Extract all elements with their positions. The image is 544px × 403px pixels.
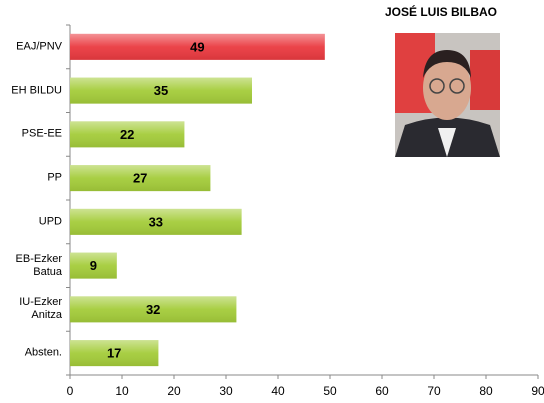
chart-title: JOSÉ LUIS BILBAO (385, 4, 497, 19)
category-label: Absten. (0, 347, 62, 360)
chart: JOSÉ LUIS BILBAO 0 10 20 30 40 50 60 70 80 90 49 35… (0, 0, 544, 403)
value-label: 49 (190, 39, 204, 54)
x-tick-label: 30 (219, 384, 233, 398)
x-tick-label: 90 (531, 384, 544, 398)
value-label: 32 (146, 302, 160, 317)
x-tick-label: 60 (375, 384, 389, 398)
category-label: EH BILDU (0, 84, 62, 97)
category-label: PSE-EE (0, 128, 62, 141)
category-label: EAJ/PNV (0, 40, 62, 53)
x-tick-label: 50 (323, 384, 337, 398)
category-label: UPD (0, 215, 62, 228)
value-label: 33 (149, 214, 163, 229)
photo (395, 33, 500, 157)
x-tick-label: 70 (427, 384, 441, 398)
value-label: 17 (107, 346, 121, 361)
x-tick-label: 40 (271, 384, 285, 398)
x-tick-label: 0 (67, 384, 74, 398)
value-label: 22 (120, 127, 134, 142)
value-label: 9 (90, 258, 97, 273)
category-label: PP (0, 172, 62, 185)
value-label: 35 (154, 83, 168, 98)
x-tick-label: 10 (115, 384, 129, 398)
page: JOSÉ LUIS BILBAO 0 10 20 30 40 50 60 70 80 90 49 35… (0, 0, 544, 403)
x-tick-label: 80 (479, 384, 493, 398)
x-tick-label: 20 (167, 384, 181, 398)
category-label: EB-Ezker Batua (0, 253, 62, 279)
category-label: IU-Ezker Anitza (0, 296, 62, 322)
value-label: 27 (133, 171, 147, 186)
